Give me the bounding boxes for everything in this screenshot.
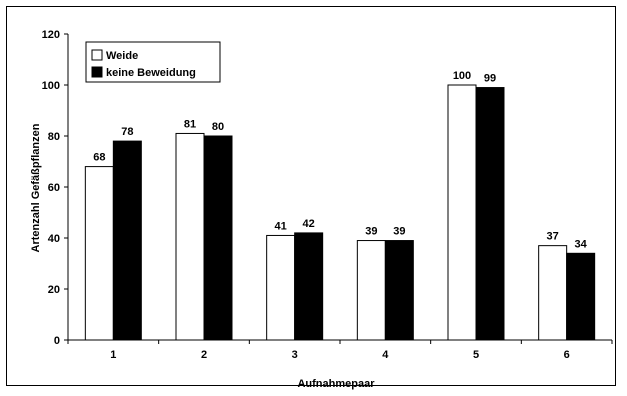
bar-weide bbox=[175, 132, 205, 341]
y-axis-ticks: 0 20 40 60 80 100 120 bbox=[42, 29, 68, 347]
x-tick-label: 3 bbox=[292, 349, 298, 361]
data-label-weide: 100 bbox=[453, 70, 471, 82]
legend-swatch-keine-beweidung bbox=[91, 66, 103, 78]
x-tick-label: 1 bbox=[110, 349, 116, 361]
x-tick-label: 6 bbox=[564, 349, 570, 361]
data-label-weide: 39 bbox=[365, 226, 377, 238]
legend: Weide keine Beweidung bbox=[85, 41, 221, 83]
bar-weide bbox=[356, 240, 386, 341]
bar-keine-beweidung bbox=[294, 232, 324, 341]
bar-weide bbox=[266, 234, 296, 341]
data-labels: 68 78 81 80 41 42 39 39 100 99 37 34 bbox=[93, 70, 587, 250]
bar-keine-beweidung bbox=[566, 252, 596, 341]
x-tick-label: 4 bbox=[382, 349, 389, 361]
y-tick-label: 0 bbox=[54, 335, 60, 347]
y-tick-label: 100 bbox=[42, 80, 60, 92]
y-tick-label: 80 bbox=[48, 131, 60, 143]
x-axis-ticks: 1 2 3 4 5 6 bbox=[67, 340, 613, 361]
y-tick-label: 40 bbox=[48, 233, 60, 245]
data-label-weide: 81 bbox=[184, 118, 196, 130]
data-label-weide: 68 bbox=[93, 152, 105, 164]
legend-label-keine-beweidung: keine Beweidung bbox=[106, 67, 196, 79]
bar-keine-beweidung bbox=[384, 240, 414, 341]
legend-label-weide: Weide bbox=[106, 50, 138, 62]
bar-keine-beweidung bbox=[112, 140, 142, 341]
data-label-keine-beweidung: 42 bbox=[303, 218, 315, 230]
bar-weide bbox=[538, 245, 568, 341]
bar-keine-beweidung bbox=[475, 87, 505, 341]
data-label-keine-beweidung: 99 bbox=[484, 73, 496, 85]
legend-box bbox=[85, 41, 221, 83]
data-label-keine-beweidung: 80 bbox=[212, 121, 224, 133]
y-axis-title: Artenzahl Gefäßpflanzen bbox=[30, 123, 42, 252]
x-tick-label: 5 bbox=[473, 349, 479, 361]
x-tick-label: 2 bbox=[201, 349, 207, 361]
data-label-keine-beweidung: 34 bbox=[575, 238, 588, 250]
data-label-keine-beweidung: 39 bbox=[393, 226, 405, 238]
bars bbox=[84, 84, 596, 341]
y-tick-label: 60 bbox=[48, 182, 60, 194]
data-label-weide: 41 bbox=[275, 220, 287, 232]
y-tick-label: 20 bbox=[48, 284, 60, 296]
legend-swatch-weide bbox=[91, 49, 103, 61]
bar-keine-beweidung bbox=[203, 135, 233, 341]
bar-weide bbox=[447, 84, 477, 341]
y-tick-label: 120 bbox=[42, 29, 60, 41]
data-label-keine-beweidung: 78 bbox=[121, 126, 133, 138]
bar-weide bbox=[84, 166, 114, 341]
x-axis-title: Aufnahmepaar bbox=[297, 378, 375, 390]
data-label-weide: 37 bbox=[547, 231, 559, 243]
